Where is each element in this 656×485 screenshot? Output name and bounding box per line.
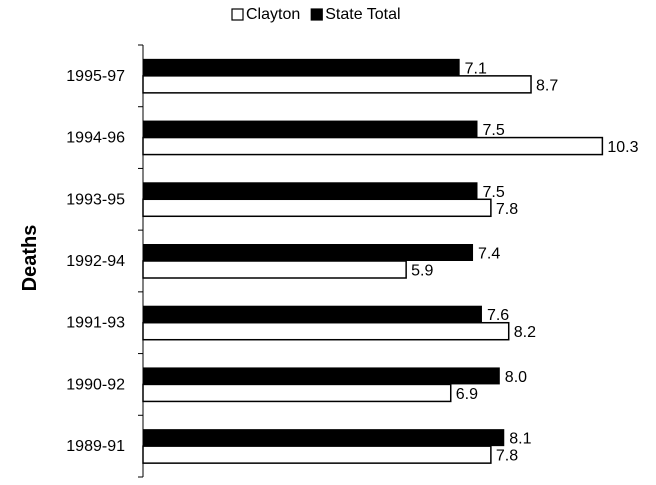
data-label: 10.3 — [607, 139, 638, 156]
bar-clayton — [142, 75, 532, 94]
data-label: 7.8 — [496, 448, 518, 465]
category-label: 1992-94 — [66, 253, 125, 270]
bar-state-total — [143, 305, 482, 323]
bar-state-total — [143, 182, 478, 200]
category-label: 1994-96 — [66, 130, 125, 147]
data-label: 7.1 — [465, 60, 487, 77]
category-label: 1993-95 — [66, 191, 125, 208]
bar-state-total — [143, 429, 505, 447]
legend: Clayton State Total — [231, 6, 401, 23]
bar-clayton — [142, 260, 407, 279]
bar-clayton — [142, 321, 510, 341]
category-label: 1990-92 — [66, 376, 125, 393]
data-label: 7.5 — [483, 184, 505, 201]
category-label: 1991-93 — [66, 315, 125, 332]
y-axis-title: Deaths — [19, 225, 41, 292]
data-label: 7.8 — [496, 201, 518, 218]
legend-swatch — [310, 8, 323, 21]
data-label: 6.9 — [456, 386, 478, 403]
data-label: 5.9 — [411, 263, 433, 280]
category-label: 1989-91 — [66, 438, 125, 455]
bar-clayton — [142, 383, 452, 403]
bar-clayton — [142, 198, 492, 218]
bar-state-total — [143, 244, 474, 261]
bar-state-total — [143, 367, 500, 385]
legend-swatch — [231, 8, 244, 21]
data-label: 8.1 — [509, 431, 531, 448]
bar-state-total — [143, 58, 460, 76]
bar-state-total — [143, 120, 478, 138]
data-label: 8.2 — [514, 324, 536, 341]
category-label: 1995-97 — [66, 68, 125, 85]
legend-label: Clayton — [246, 6, 300, 23]
data-label: 8.7 — [536, 77, 558, 94]
bars: 7.18.77.510.37.57.87.45.97.68.28.06.98.1… — [142, 58, 639, 465]
y-axis: 1995-97 1994-96 1993-95 1992-94 1991-93 1990-… — [66, 44, 144, 478]
data-label: 7.6 — [487, 307, 509, 324]
data-label: 8.0 — [505, 369, 527, 386]
data-label: 7.4 — [478, 246, 500, 263]
data-label: 7.5 — [483, 122, 505, 139]
bar-clayton — [142, 136, 604, 156]
bar-clayton — [142, 445, 492, 464]
legend-label: State Total — [325, 6, 400, 23]
